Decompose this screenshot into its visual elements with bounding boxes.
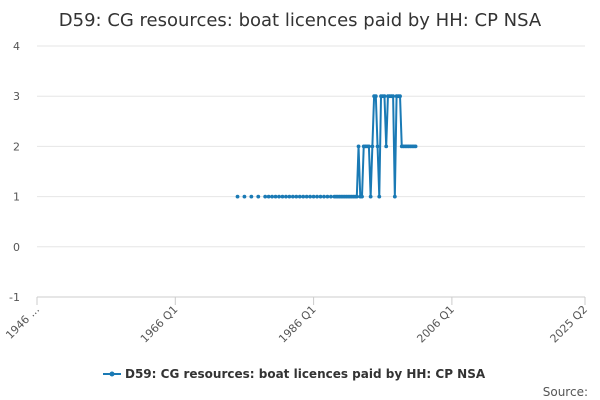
data-point-0-50[interactable] bbox=[377, 194, 382, 199]
data-point-0-14[interactable] bbox=[297, 194, 302, 199]
data-point-0-6[interactable] bbox=[270, 194, 275, 199]
data-point-0-38[interactable] bbox=[356, 144, 361, 149]
data-point-0-9[interactable] bbox=[280, 194, 285, 199]
data-point-0-62[interactable] bbox=[398, 94, 402, 99]
data-point-0-0[interactable] bbox=[235, 194, 240, 199]
y-axis-ticks: -1 0 1 2 3 4 bbox=[9, 40, 20, 304]
data-point-0-13[interactable] bbox=[294, 194, 299, 199]
y-tick-label-2: 1 bbox=[13, 191, 20, 204]
x-axis: 1946 ... 1966 Q1 1986 Q1 2006 Q1 2025 Q2 bbox=[3, 296, 591, 346]
data-point-0-18[interactable] bbox=[311, 194, 316, 199]
data-point-0-12[interactable] bbox=[290, 194, 295, 199]
legend-dot-marker bbox=[109, 371, 115, 377]
y-tick-label-4: 3 bbox=[13, 90, 20, 103]
data-point-0-16[interactable] bbox=[304, 194, 309, 199]
data-point-0-3[interactable] bbox=[256, 194, 261, 199]
y-tick-label-5: 4 bbox=[13, 40, 20, 53]
data-point-0-48[interactable] bbox=[373, 94, 378, 99]
data-point-0-2[interactable] bbox=[249, 194, 254, 199]
y-tick-label-1: 0 bbox=[13, 241, 20, 254]
data-point-0-53[interactable] bbox=[382, 94, 387, 99]
data-point-0-10[interactable] bbox=[284, 194, 288, 199]
y-tick-label-3: 2 bbox=[13, 140, 20, 153]
data-point-0-22[interactable] bbox=[325, 194, 330, 199]
data-point-0-23[interactable] bbox=[328, 194, 333, 199]
data-point-0-8[interactable] bbox=[277, 194, 281, 199]
data-point-0-17[interactable] bbox=[308, 194, 313, 199]
x-tick-label-3: 2006 Q1 bbox=[414, 303, 457, 346]
data-point-0-59[interactable] bbox=[392, 194, 397, 199]
data-point-0-19[interactable] bbox=[315, 194, 319, 199]
source-label[interactable]: Source: bbox=[543, 385, 588, 399]
data-point-0-20[interactable] bbox=[318, 194, 323, 199]
data-point-0-5[interactable] bbox=[266, 194, 271, 199]
data-point-0-37[interactable] bbox=[354, 194, 359, 199]
data-point-0-45[interactable] bbox=[368, 194, 373, 199]
x-tick-label-0: 1946 ... bbox=[3, 303, 42, 342]
chart-title: D59: CG resources: boat licences paid by… bbox=[59, 10, 542, 31]
data-point-0-46[interactable] bbox=[370, 144, 375, 149]
grid-lines bbox=[37, 45, 585, 298]
data-point-0-58[interactable] bbox=[391, 94, 396, 99]
data-point-0-49[interactable] bbox=[375, 144, 380, 149]
data-point-0-1[interactable] bbox=[242, 194, 247, 199]
data-point-0-7[interactable] bbox=[273, 194, 278, 199]
data-point-0-44[interactable] bbox=[367, 144, 371, 149]
data-point-0-15[interactable] bbox=[301, 194, 306, 199]
data-point-0-11[interactable] bbox=[287, 194, 292, 199]
data-point-0-4[interactable] bbox=[263, 194, 268, 199]
x-tick-label-2: 1986 Q1 bbox=[276, 303, 319, 346]
y-tick-label-0: -1 bbox=[9, 291, 20, 304]
data-point-0-54[interactable] bbox=[384, 144, 389, 149]
legend[interactable]: D59: CG resources: boat licences paid by… bbox=[103, 367, 486, 381]
legend-label: D59: CG resources: boat licences paid by… bbox=[125, 367, 486, 381]
x-tick-label-4: 2025 Q2 bbox=[548, 303, 591, 346]
x-tick-label-1: 1966 Q1 bbox=[138, 303, 181, 346]
data-point-0-40[interactable] bbox=[360, 194, 364, 199]
series-layer bbox=[235, 94, 418, 199]
data-point-0-71[interactable] bbox=[413, 144, 418, 149]
data-point-0-21[interactable] bbox=[322, 194, 326, 199]
